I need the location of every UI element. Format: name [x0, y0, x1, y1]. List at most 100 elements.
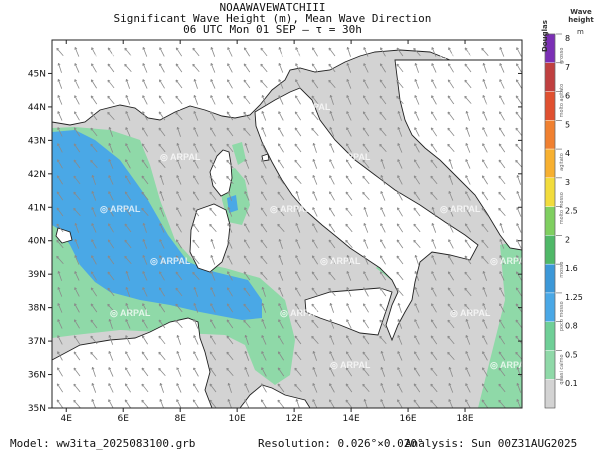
wave-arrow [312, 239, 318, 249]
wave-arrow [176, 191, 182, 201]
wave-arrow [397, 159, 403, 169]
watermark-label: ◎ ARPAL [440, 204, 481, 214]
wave-arrow [414, 143, 420, 153]
wave-arrow [329, 127, 335, 137]
wave-arrow [380, 399, 386, 408]
wave-arrow [431, 223, 437, 233]
wave-arrow [159, 255, 165, 265]
wave-arrow [397, 319, 403, 329]
wave-arrow [346, 303, 352, 313]
wave-arrow [74, 95, 80, 105]
wave-arrow [90, 127, 98, 137]
wave-arrow [312, 47, 318, 57]
wave-arrow [396, 47, 404, 57]
wave-arrow [379, 79, 387, 89]
wave-arrow [176, 159, 182, 169]
wave-arrow [345, 223, 353, 233]
wave-arrow [209, 143, 216, 153]
wave-arrow [328, 47, 336, 57]
wave-arrow [159, 174, 164, 185]
wave-arrow [515, 319, 522, 329]
wave-arrow [396, 223, 404, 233]
wave-arrow [261, 159, 267, 169]
wave-arrow [482, 319, 488, 329]
wave-arrow [175, 303, 183, 313]
wave-arrow [499, 255, 505, 265]
wave-arrow [329, 111, 335, 121]
wave-arrow [414, 62, 420, 73]
wave-arrow [158, 95, 166, 105]
wave-arrow [125, 127, 131, 137]
watermark-label: ◎ ARPAL [140, 102, 181, 112]
wave-arrow [295, 271, 301, 281]
legend-level-label: 1.25 [565, 293, 583, 302]
wave-arrow [158, 143, 166, 153]
wave-arrow [328, 239, 336, 249]
wave-arrow [312, 142, 317, 153]
wave-arrow [397, 383, 403, 393]
wave-arrow [243, 303, 251, 313]
wave-arrow [107, 111, 115, 120]
wave-arrow [397, 127, 403, 137]
wave-arrow [311, 335, 319, 344]
watermark-label: ◎ ARPAL [270, 204, 311, 214]
lon-tick-label: 16E [399, 414, 416, 424]
watermark-label: ◎ ARPAL [450, 102, 491, 112]
wave-arrow [413, 191, 421, 201]
wave-arrow [277, 191, 285, 201]
wave-arrow [465, 191, 471, 201]
legend-swatch [544, 350, 556, 380]
wave-arrow [516, 63, 522, 73]
wave-arrow [295, 47, 301, 57]
wave-arrow [329, 143, 335, 153]
wave-arrow [397, 191, 403, 201]
legend-swatch [544, 62, 556, 92]
wave-arrow [516, 255, 522, 265]
wave-arrow [209, 399, 217, 408]
lat-tick-label: 37N [28, 337, 46, 347]
wave-arrow [465, 335, 471, 345]
wave-arrow [430, 127, 438, 137]
wave-arrow [448, 191, 454, 201]
wave-arrow [362, 191, 370, 200]
watermark-label: ◎ ARPAL [490, 152, 531, 162]
wave-arrow [362, 367, 370, 377]
wave-arrow [91, 47, 97, 57]
wave-arrow [108, 223, 114, 233]
wave-arrow [414, 271, 420, 281]
wave-arrow [481, 175, 488, 185]
wave-arrow [142, 47, 148, 57]
wave-arrow [294, 111, 302, 121]
watermark-label: ◎ ARPAL [280, 308, 321, 318]
wave-arrow [124, 383, 131, 393]
wave-arrow [499, 271, 505, 281]
watermark-label: ◎ ARPAL [290, 102, 331, 112]
wave-arrow [516, 383, 522, 393]
wave-arrow [141, 335, 148, 345]
map-frame [51, 39, 523, 409]
land-sicily [304, 287, 393, 336]
wave-arrow [414, 319, 420, 329]
wave-arrow [329, 383, 335, 393]
wave-arrow [142, 271, 148, 281]
wave-arrow [278, 46, 284, 57]
wave-arrow [447, 335, 455, 345]
wave-arrow [499, 222, 505, 233]
wave-arrow [431, 239, 437, 249]
wave-arrow [396, 239, 404, 249]
wave-zone-light-east [478, 240, 522, 408]
watermark-label: ◎ ARPAL [440, 50, 481, 60]
wave-arrow [108, 351, 114, 361]
wave-arrow [362, 143, 370, 153]
wave-arrow [447, 303, 455, 313]
wave-arrow [91, 399, 97, 408]
legend-level-label: 0.5 [565, 350, 578, 359]
wave-arrow [397, 143, 403, 153]
wave-arrow [447, 111, 455, 121]
wave-arrow [465, 367, 471, 377]
wave-arrow [329, 399, 335, 408]
legend-swatch [544, 321, 556, 351]
legend-unit: m [577, 28, 584, 36]
wave-arrow [431, 79, 437, 89]
wave-arrow [210, 271, 216, 281]
